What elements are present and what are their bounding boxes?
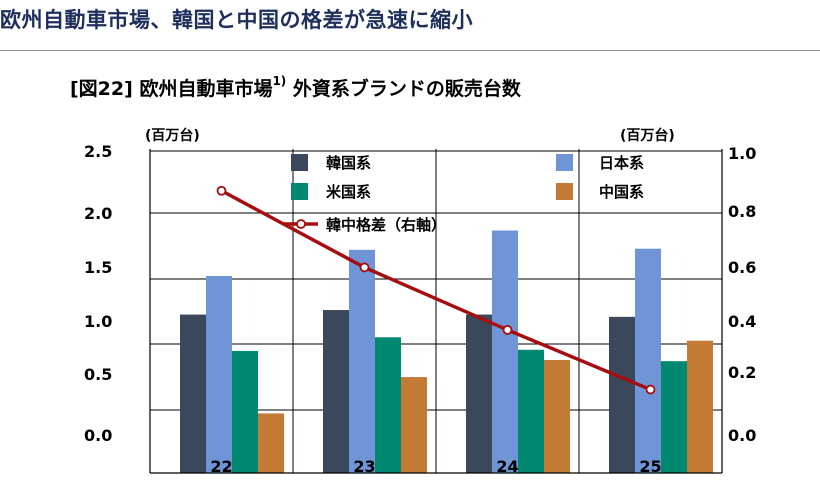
legend-label-line: 韓中格差（右軸） <box>326 216 446 234</box>
bar-3-24 <box>518 349 544 473</box>
legend-line-marker <box>296 219 306 229</box>
axis-labels: 22 23 24 25 2.5 2.0 1.5 1.0 0.5 0.0 1.0 0.8 0.6 0.4 0.… <box>84 127 756 476</box>
y-right-unit: (百万台) <box>620 127 675 144</box>
bar-3-25 <box>661 361 687 473</box>
bar-1-23 <box>323 310 349 473</box>
y-left-unit: (百万台) <box>145 127 200 144</box>
x-tick-label: 22 <box>210 457 232 476</box>
legend-label-2: 日本系 <box>599 154 644 172</box>
bar-1-24 <box>466 314 492 473</box>
legend-swatch-3 <box>291 183 308 200</box>
chart-title-footnote-mark: 1) <box>272 73 287 88</box>
y-left-tick-label: 1.0 <box>84 312 112 331</box>
gap-line-point <box>645 384 656 395</box>
y-left-tick-label: 0.0 <box>84 426 112 445</box>
gap-line-point <box>359 262 370 273</box>
legend-swatch-1 <box>291 154 308 171</box>
legend-label-3: 米国系 <box>326 183 371 201</box>
y-left-tick-label: 2.5 <box>84 142 112 161</box>
x-tick-label: 25 <box>639 457 661 476</box>
y-right-tick-label: 0.6 <box>728 258 756 277</box>
y-right-tick-label: 0.2 <box>728 363 756 382</box>
legend-label-4: 中国系 <box>599 183 644 201</box>
gap-line-point <box>216 185 227 196</box>
chart-title-suffix: 外資系ブランドの販売台数 <box>292 78 521 100</box>
gap-line <box>220 189 652 392</box>
bar-1-25 <box>609 316 635 473</box>
y-right-tick-label: 0.0 <box>728 426 756 445</box>
bar-2-22 <box>206 275 232 473</box>
title-divider <box>0 50 820 51</box>
x-tick-label: 23 <box>353 457 375 476</box>
plot-frame <box>149 149 723 474</box>
y-right-tick-label: 0.4 <box>728 312 756 331</box>
y-left-tick-label: 0.5 <box>84 365 112 384</box>
x-tick-label: 24 <box>496 457 518 476</box>
bar-4-22 <box>258 413 284 473</box>
bar-2-24 <box>492 230 518 473</box>
legend-swatch-4 <box>556 183 573 200</box>
bar-series <box>180 230 713 473</box>
slide-title: 欧州自動車市場、韓国と中国の格差が急速に縮小 <box>0 8 473 32</box>
y-right-tick-label: 1.0 <box>728 144 756 163</box>
legend-swatch-2 <box>556 154 573 171</box>
bar-4-23 <box>401 377 427 473</box>
bar-1-22 <box>180 314 206 473</box>
legend-label-1: 韓国系 <box>326 154 371 172</box>
bar-3-22 <box>232 350 258 473</box>
y-right-tick-label: 0.8 <box>728 202 756 221</box>
gap-line-point <box>502 325 513 335</box>
chart-title-main: 欧州自動車市場 <box>139 78 273 100</box>
chart-title: [図22] 欧州自動車市場1) 外資系ブランドの販売台数 <box>70 74 521 101</box>
bar-2-25 <box>635 248 661 473</box>
bar-3-23 <box>375 337 401 473</box>
gap-line-series <box>216 185 656 395</box>
y-left-tick-label: 2.0 <box>84 204 112 223</box>
chart-title-figure-number: [図22] <box>70 78 133 100</box>
bar-4-25 <box>687 340 713 473</box>
bar-4-24 <box>544 360 570 473</box>
bar-2-23 <box>349 249 375 473</box>
y-left-tick-label: 1.5 <box>84 258 112 277</box>
